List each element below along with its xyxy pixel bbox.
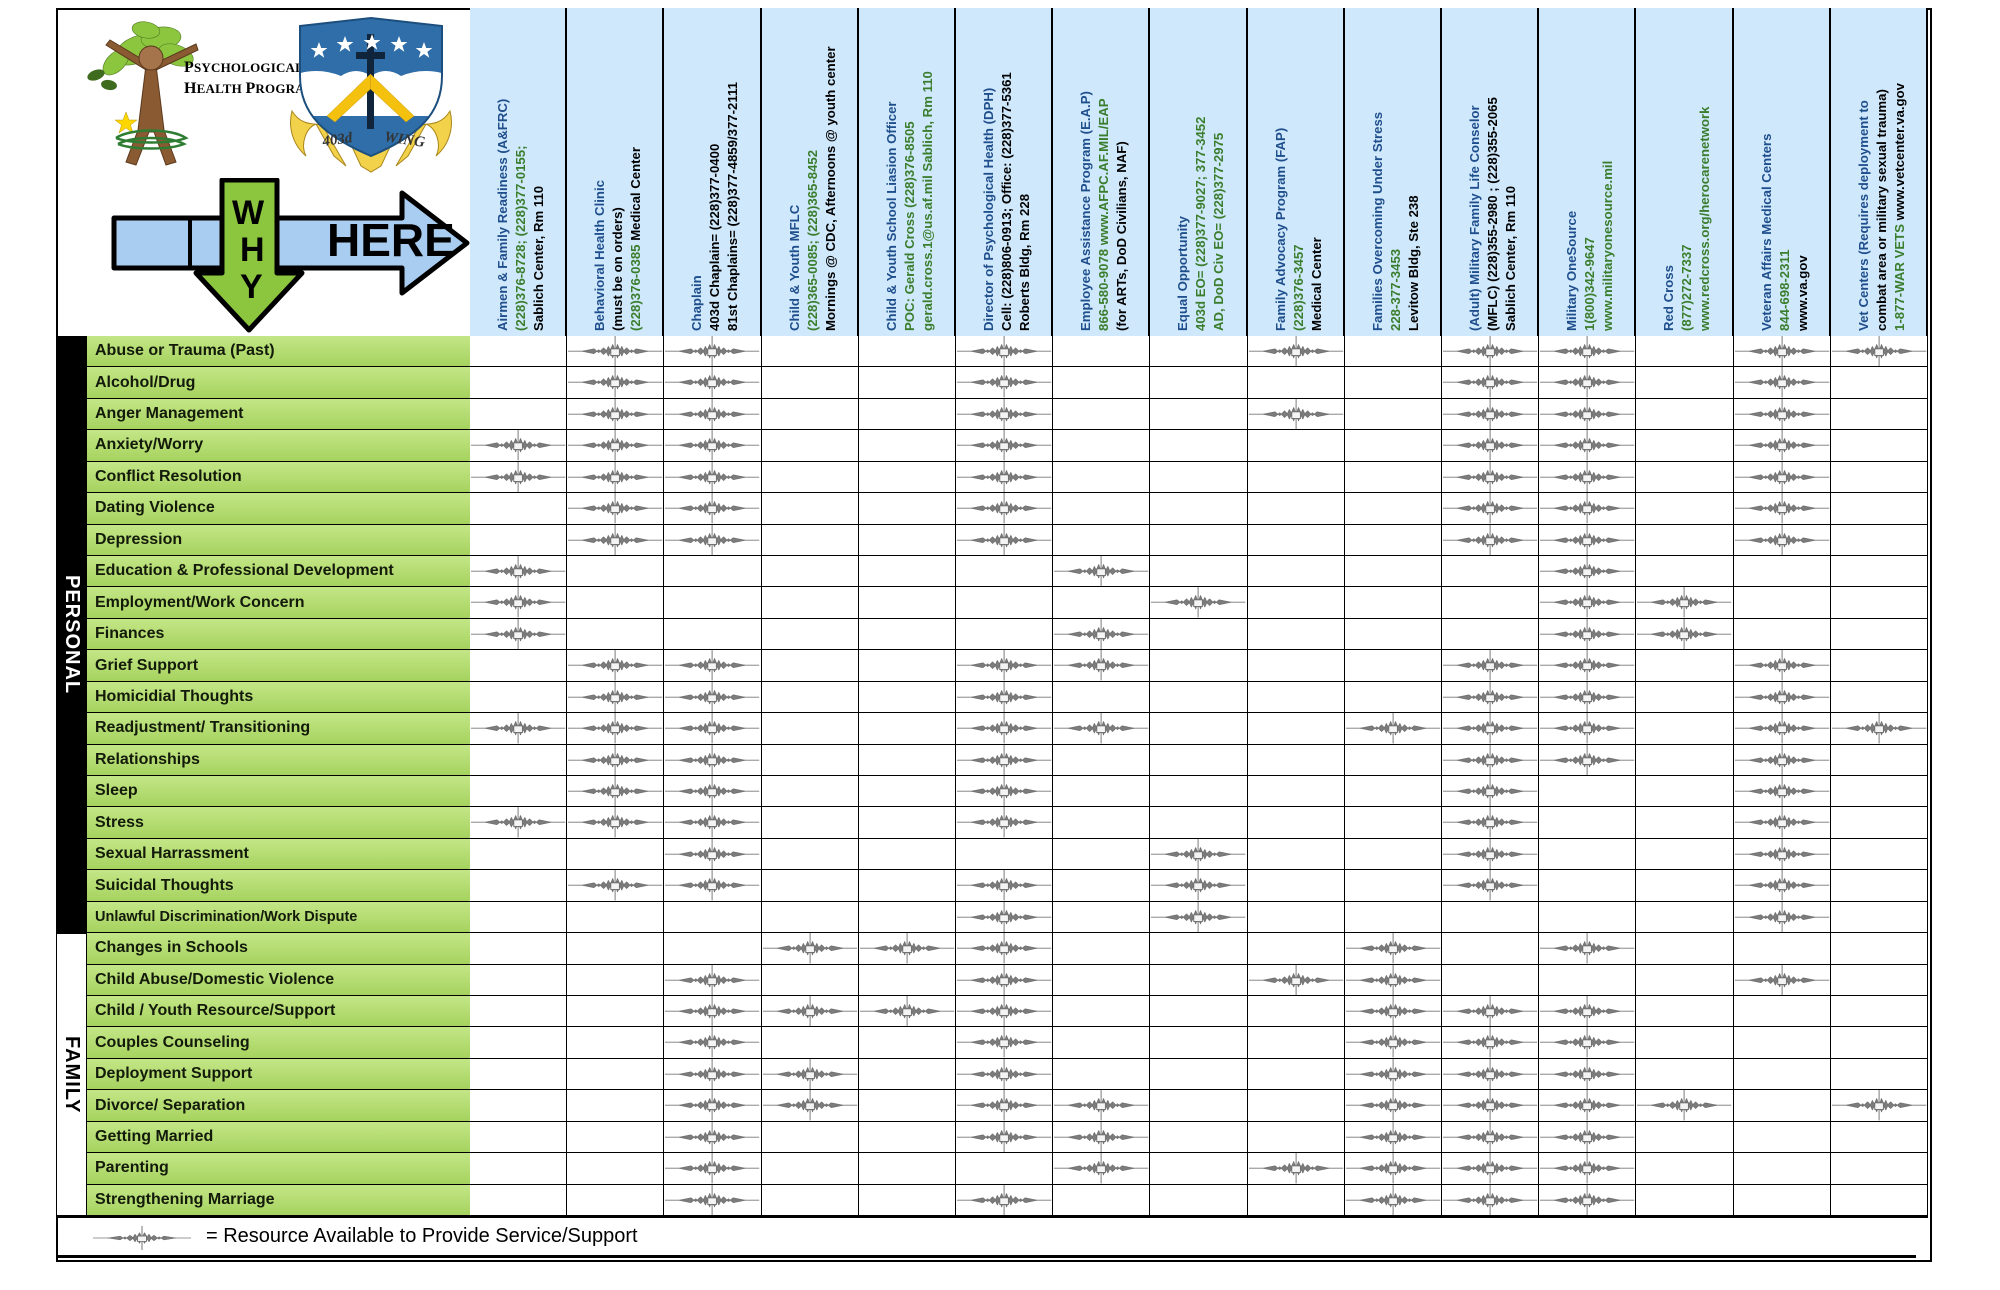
svg-text:Y: Y bbox=[240, 268, 263, 306]
svg-text:H: H bbox=[240, 231, 265, 269]
svg-text:HERE: HERE bbox=[327, 214, 455, 266]
svg-text:403d: 403d bbox=[320, 130, 353, 150]
svg-text:W: W bbox=[232, 194, 265, 232]
